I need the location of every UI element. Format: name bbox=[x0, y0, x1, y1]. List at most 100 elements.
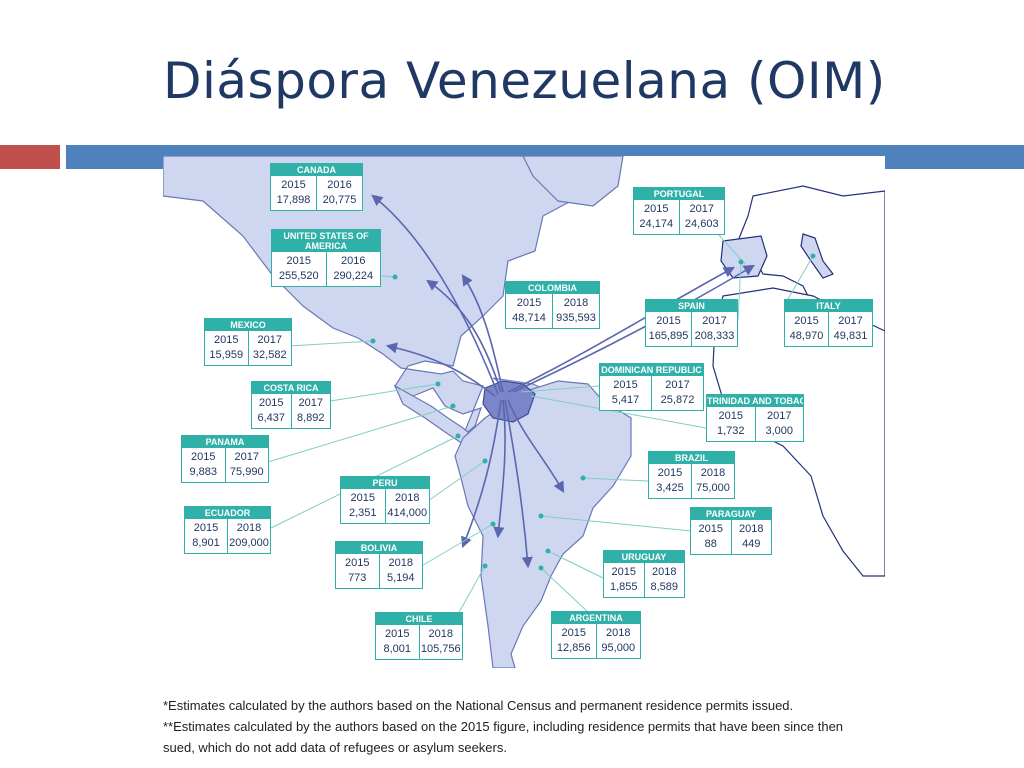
card-united-states: UNITED STATES OF AMERICA 2015 255,520 201… bbox=[271, 229, 381, 287]
card-country: ITALY bbox=[785, 300, 872, 312]
card-year: 2015 bbox=[611, 566, 636, 578]
card-value: 208,333 bbox=[694, 330, 735, 342]
card-peru: PERU 2015 2,351 2018 414,000 bbox=[340, 476, 430, 524]
card-value: 8,892 bbox=[296, 412, 325, 424]
card-year: 2017 bbox=[838, 315, 863, 327]
card-value: 48,714 bbox=[512, 312, 546, 324]
card-country: PANAMA bbox=[182, 436, 268, 448]
card-portugal: PORTUGAL 2015 24,174 2017 24,603 bbox=[633, 187, 725, 235]
card-year: 2018 bbox=[700, 467, 726, 479]
card-value: 8,901 bbox=[192, 537, 220, 549]
card-argentina: ARGENTINA 2015 12,856 2018 95,000 bbox=[551, 611, 641, 659]
card-country: SPAIN bbox=[646, 300, 737, 312]
card-year: 2017 bbox=[702, 315, 727, 327]
card-value: 1,732 bbox=[716, 425, 745, 437]
card-year: 2015 bbox=[657, 467, 683, 479]
card-spain: SPAIN 2015 165,895 2017 208,333 bbox=[645, 299, 738, 347]
card-country: PARAGUAY bbox=[691, 508, 771, 520]
card-year: 2015 bbox=[191, 451, 216, 463]
card-year: 2015 bbox=[345, 557, 370, 569]
card-year: 2015 bbox=[193, 522, 219, 534]
card-mexico: MEXICO 2015 15,959 2017 32,582 bbox=[204, 318, 292, 366]
card-country: PORTUGAL bbox=[634, 188, 724, 200]
card-country: TRINIDAD AND TOBAGO bbox=[707, 395, 803, 407]
card-country: PERU bbox=[341, 477, 429, 489]
card-value: 20,775 bbox=[322, 194, 357, 206]
footnote-2: **Estimates calculated by the authors ba… bbox=[163, 719, 844, 734]
accent-bar-red bbox=[0, 145, 60, 169]
card-country: CANADA bbox=[271, 164, 362, 176]
card-year: 2017 bbox=[767, 410, 792, 422]
card-country: URUGUAY bbox=[604, 551, 684, 563]
card-trinidad-and-tobago: TRINIDAD AND TOBAGO 2015 1,732 2017 3,000 bbox=[706, 394, 804, 442]
card-year: 2015 bbox=[644, 203, 669, 215]
card-dominican-republic: DOMINICAN REPUBLIC 2015 5,417 2017 25,872 bbox=[599, 363, 704, 411]
world-map-graphic bbox=[163, 156, 885, 668]
card-value: 17,898 bbox=[276, 194, 311, 206]
card-country: ECUADOR bbox=[185, 507, 270, 519]
card-value: 165,895 bbox=[648, 330, 689, 342]
card-value: 48,970 bbox=[789, 330, 824, 342]
card-year: 2017 bbox=[234, 451, 259, 463]
card-year: 2015 bbox=[613, 379, 638, 391]
card-value: 105,756 bbox=[420, 643, 461, 655]
card-year: 2016 bbox=[341, 255, 366, 267]
card-country: ARGENTINA bbox=[552, 612, 640, 624]
card-value: 24,174 bbox=[639, 218, 674, 230]
card-uruguay: URUGUAY 2015 1,855 2018 8,589 bbox=[603, 550, 685, 598]
card-country: BRAZIL bbox=[649, 452, 734, 464]
card-value: 8,589 bbox=[650, 581, 679, 593]
north-america-landmass bbox=[163, 156, 584, 437]
card-year: 2018 bbox=[428, 628, 453, 640]
footnotes: *Estimates calculated by the authors bas… bbox=[163, 695, 903, 758]
card-value: 2,351 bbox=[348, 507, 377, 519]
card-value: 5,417 bbox=[611, 394, 640, 406]
card-value: 95,000 bbox=[601, 642, 636, 654]
card-year: 2018 bbox=[652, 566, 677, 578]
card-year: 2015 bbox=[281, 179, 306, 191]
destination-dots bbox=[370, 253, 816, 571]
card-country: COSTA RICA bbox=[252, 382, 330, 394]
card-country: CHILE bbox=[376, 613, 462, 625]
card-year: 2018 bbox=[739, 523, 764, 535]
card-country: UNITED STATES OF AMERICA bbox=[272, 230, 380, 252]
card-value: 9,883 bbox=[189, 466, 218, 478]
card-canada: CANADA 2015 17,898 2016 20,775 bbox=[270, 163, 363, 211]
card-value: 414,000 bbox=[387, 507, 428, 519]
card-value: 290,224 bbox=[333, 270, 374, 282]
footnote-3: sued, which do not add data of refugees … bbox=[163, 740, 507, 755]
card-year: 2018 bbox=[388, 557, 413, 569]
card-year: 2017 bbox=[298, 397, 323, 409]
card-value: 209,000 bbox=[229, 537, 269, 549]
card-value: 75,990 bbox=[229, 466, 264, 478]
card-year: 2017 bbox=[665, 379, 690, 391]
card-value: 32,582 bbox=[252, 349, 287, 361]
card-country: DOMINICAN REPUBLIC bbox=[600, 364, 703, 376]
card-value: 773 bbox=[348, 572, 367, 584]
card-paraguay: PARAGUAY 2015 88 2018 449 bbox=[690, 507, 772, 555]
footnote-1: *Estimates calculated by the authors bas… bbox=[163, 698, 794, 713]
card-country: BOLIVIA bbox=[336, 542, 422, 554]
card-year: 2017 bbox=[689, 203, 714, 215]
card-year: 2015 bbox=[656, 315, 681, 327]
card-country: MEXICO bbox=[205, 319, 291, 331]
card-value: 6,437 bbox=[257, 412, 286, 424]
card-year: 2015 bbox=[259, 397, 284, 409]
card-year: 2018 bbox=[236, 522, 262, 534]
card-italy: ITALY 2015 48,970 2017 49,831 bbox=[784, 299, 873, 347]
card-value: 255,520 bbox=[278, 270, 319, 282]
card-value: 12,856 bbox=[556, 642, 591, 654]
card-year: 2015 bbox=[516, 297, 542, 309]
card-year: 2018 bbox=[563, 297, 589, 309]
card-value: 49,831 bbox=[833, 330, 868, 342]
card-country: COLOMBIA bbox=[506, 282, 599, 294]
card-year: 2015 bbox=[561, 627, 586, 639]
card-value: 75,000 bbox=[696, 482, 730, 494]
card-year: 2016 bbox=[327, 179, 352, 191]
card-value: 8,001 bbox=[383, 643, 412, 655]
card-value: 5,194 bbox=[386, 572, 415, 584]
card-year: 2015 bbox=[385, 628, 410, 640]
card-value: 3,425 bbox=[656, 482, 684, 494]
card-value: 15,959 bbox=[209, 349, 244, 361]
italy-landmass bbox=[800, 233, 834, 279]
